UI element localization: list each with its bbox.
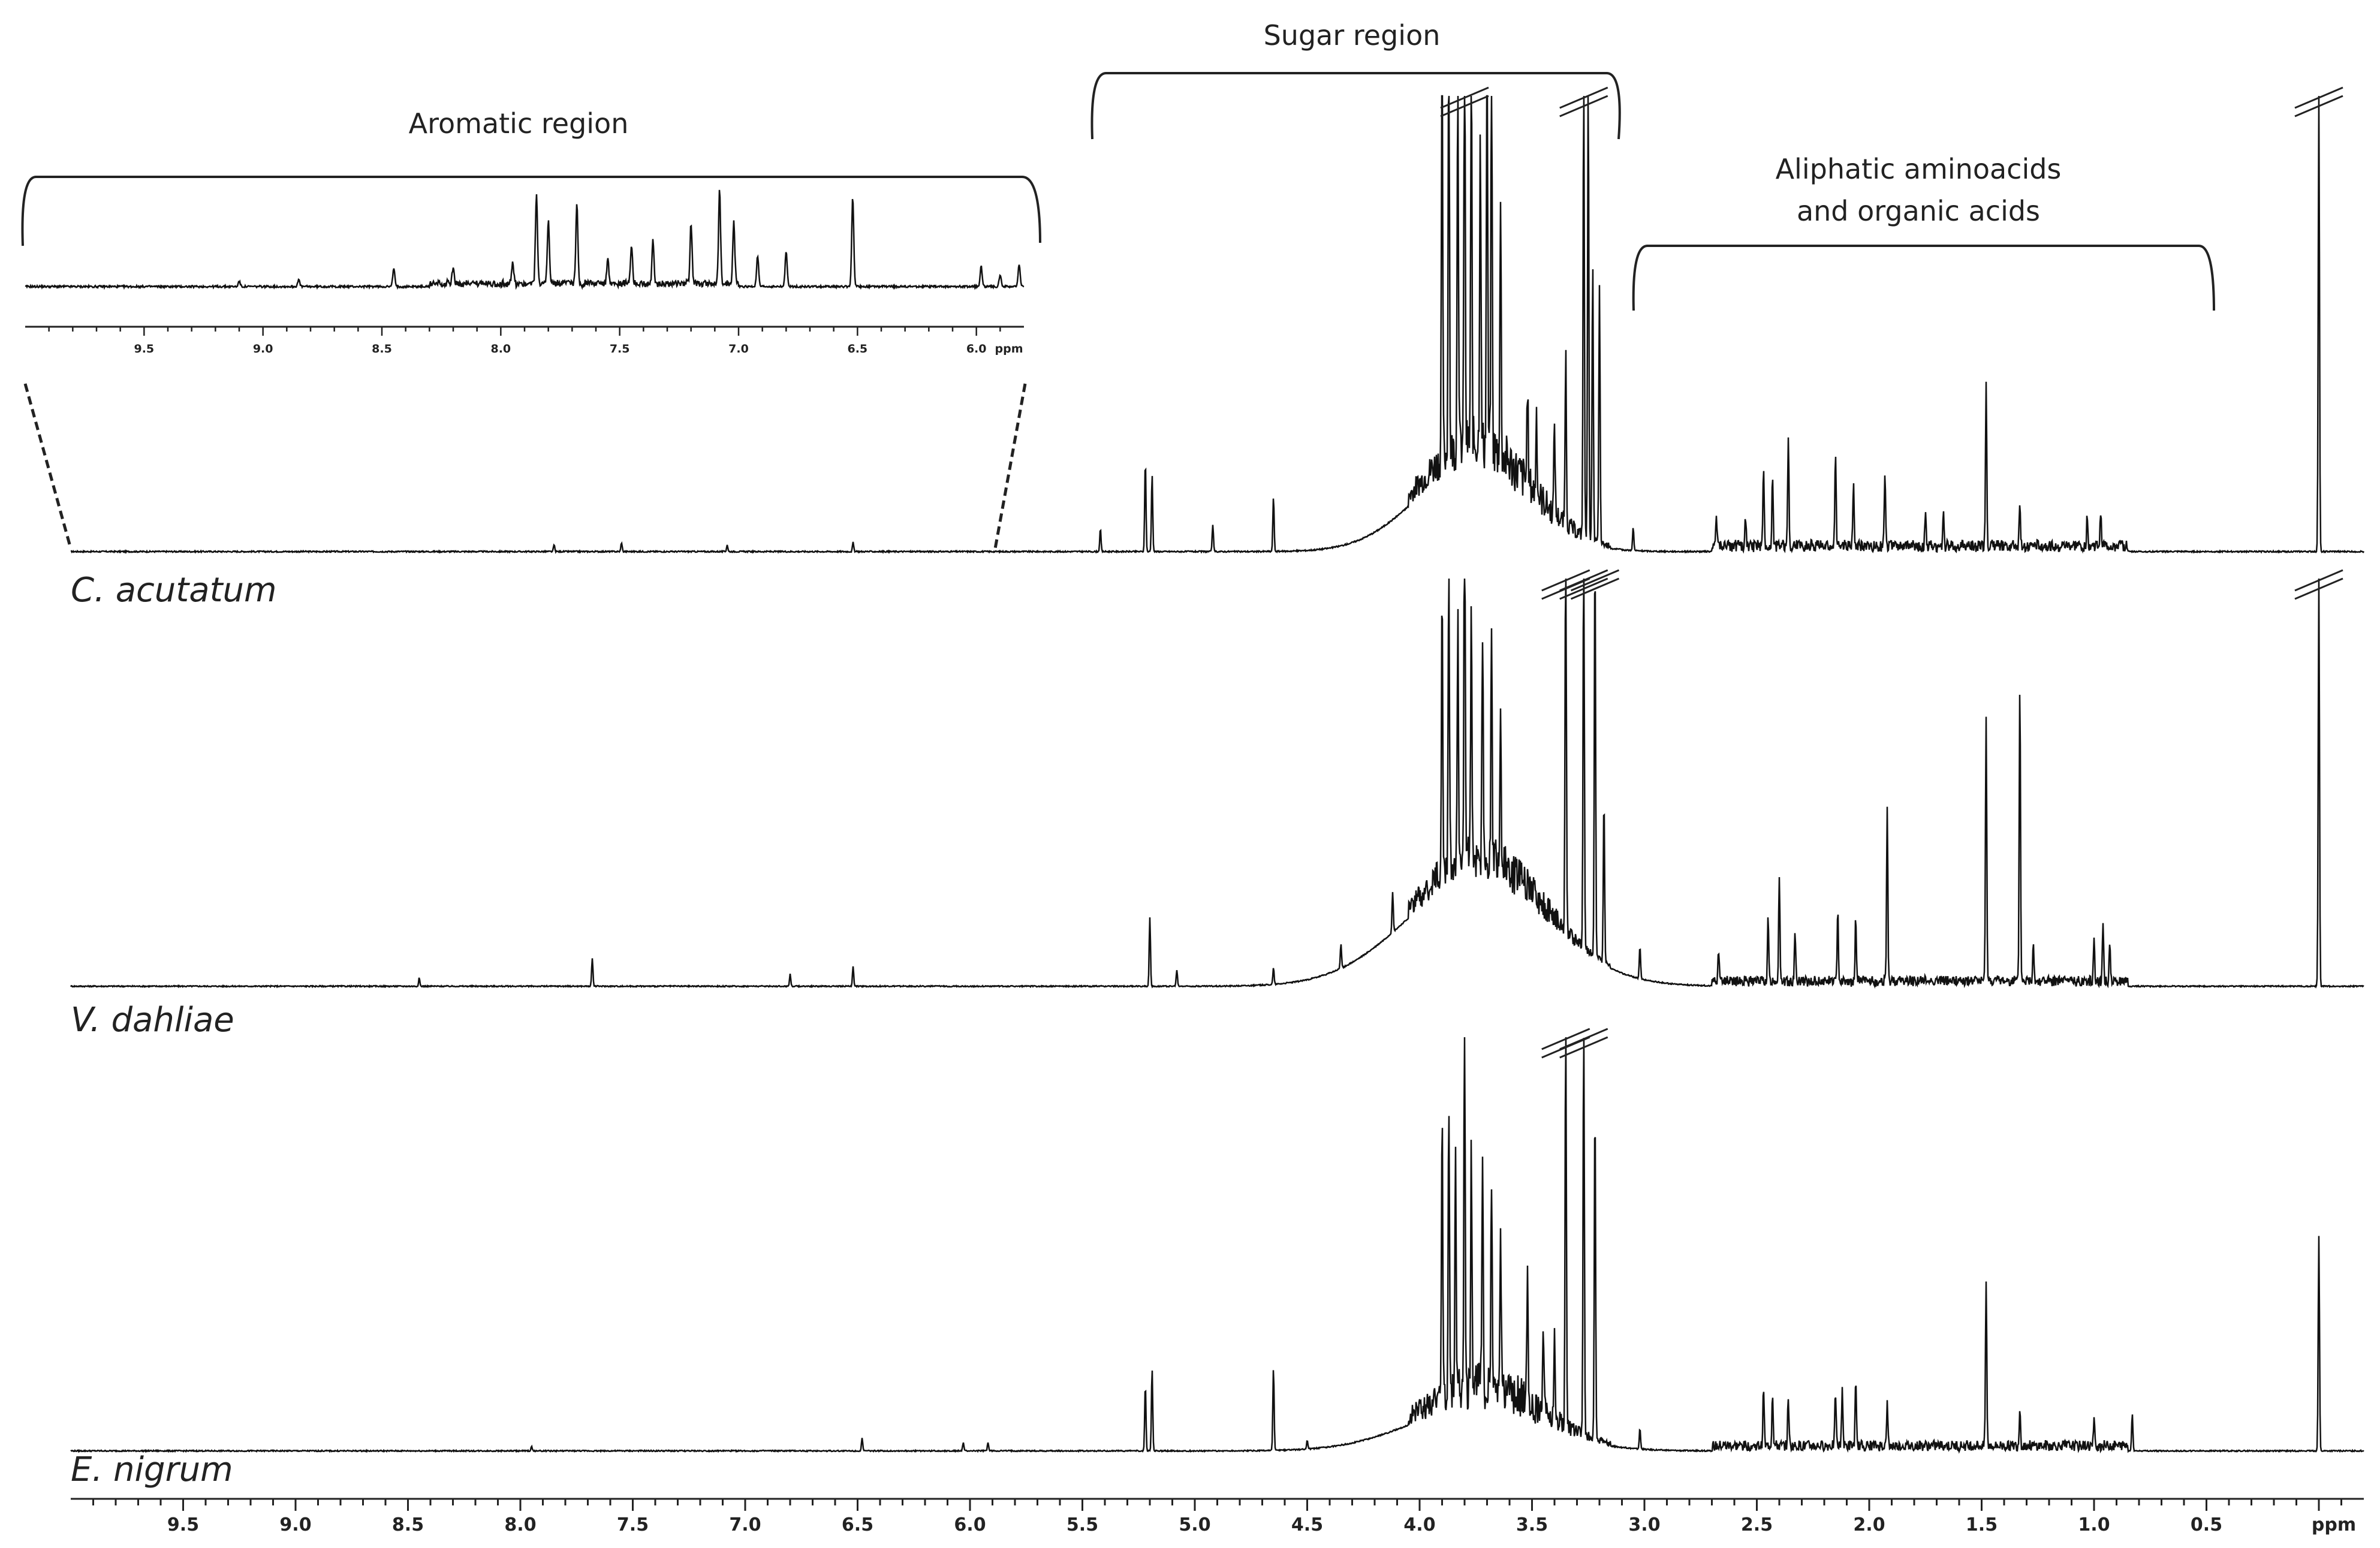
truncation-mark (1559, 86, 1608, 109)
truncation-mark (1541, 569, 1590, 592)
inset-tick-label: 6.0 (966, 342, 987, 356)
sugar-region-bracket (1090, 72, 1621, 140)
x-tick-label: 9.0 (279, 1514, 311, 1535)
inset-axis-ticks: 9.5 9.0 8.5 8.0 7.5 7.0 6.5 6.0 (48, 327, 1001, 356)
truncation-mark (1559, 1028, 1608, 1050)
x-tick-label: 6.5 (842, 1514, 873, 1535)
sugar-region-label: Sugar region (1264, 19, 1441, 52)
x-tick-label: 1.0 (2078, 1514, 2110, 1535)
spectrum-trace-v-dahliae (70, 578, 2364, 989)
inset-zoom-line-right (993, 383, 1027, 549)
truncation-mark (1570, 577, 1620, 600)
aliphatic-region-label-line1: Aliphatic aminoacids (1776, 153, 2062, 185)
x-tick-label: 4.5 (1291, 1514, 1323, 1535)
region-annotations: Aromatic region Sugar region Aliphatic a… (21, 19, 2215, 311)
inset-tick-label: 7.0 (728, 342, 749, 356)
x-axis-unit-label: ppm (2312, 1514, 2356, 1535)
x-tick-label: 7.5 (617, 1514, 649, 1535)
x-tick-label: 5.0 (1179, 1514, 1210, 1535)
inset-spectrum-trace (25, 189, 1025, 290)
truncation-mark (1559, 569, 1608, 592)
aromatic-region-bracket (21, 176, 1041, 246)
x-tick-label: 2.5 (1741, 1514, 1773, 1535)
x-tick-label: 4.0 (1403, 1514, 1435, 1535)
inset-tick-label: 8.0 (490, 342, 511, 356)
truncation-marks (1440, 86, 2343, 1059)
inset-tick-label: 8.5 (372, 342, 392, 356)
spectra-group (70, 86, 2365, 1454)
inset-axis-unit-label: ppm (995, 342, 1023, 356)
truncation-mark (1570, 569, 1620, 592)
truncation-mark (1440, 95, 1489, 118)
x-tick-label: 8.0 (504, 1514, 536, 1535)
sample-label-c-acutatum: C. acutatum (71, 571, 277, 610)
x-tick-label: 2.0 (1853, 1514, 1885, 1535)
inset-tick-label: 9.5 (134, 342, 154, 356)
truncation-mark (2294, 95, 2343, 118)
ppm-x-axis: 9.5 9.0 8.5 8.0 7.5 7.0 6.5 6.0 5.5 5.0 4.5 4.0 3.5 3… (71, 1498, 2364, 1535)
truncation-mark (2294, 569, 2343, 592)
x-tick-label: 0.5 (2191, 1514, 2222, 1535)
inset-zoom-line-left (23, 383, 73, 549)
aromatic-region-label: Aromatic region (409, 107, 629, 140)
truncation-mark (1440, 86, 1489, 109)
aliphatic-region-label-line2: and organic acids (1797, 195, 2040, 227)
sample-label-e-nigrum: E. nigrum (71, 1450, 233, 1489)
x-tick-label: 7.0 (729, 1514, 761, 1535)
spectrum-trace-c-acutatum (70, 95, 2365, 555)
aromatic-inset: 9.5 9.0 8.5 8.0 7.5 7.0 6.5 6.0 ppm (23, 189, 1027, 549)
x-tick-label: 3.5 (1516, 1514, 1548, 1535)
truncation-mark (2294, 86, 2343, 109)
x-tick-label: 1.5 (1966, 1514, 1998, 1535)
x-tick-label: 8.5 (392, 1514, 424, 1535)
truncation-mark (2294, 577, 2343, 600)
sample-labels: C. acutatum V. dahliae E. nigrum (71, 571, 277, 1489)
inset-tick-label: 7.5 (610, 342, 630, 356)
x-tick-label: 6.0 (954, 1514, 986, 1535)
sample-label-v-dahliae: V. dahliae (71, 1001, 234, 1040)
x-tick-label: 9.5 (167, 1514, 199, 1535)
x-tick-label: 3.0 (1628, 1514, 1660, 1535)
inset-tick-label: 9.0 (253, 342, 273, 356)
spectrum-trace-e-nigrum (70, 1037, 2364, 1454)
truncation-mark (1541, 1028, 1590, 1050)
inset-tick-label: 6.5 (847, 342, 867, 356)
x-axis-ticks: 9.5 9.0 8.5 8.0 7.5 7.0 6.5 6.0 5.5 5.0 4.5 4.0 3.5 3… (92, 1499, 2342, 1535)
truncation-mark (1559, 1036, 1608, 1059)
x-tick-label: 5.5 (1067, 1514, 1098, 1535)
aliphatic-region-bracket (1632, 245, 2215, 311)
truncation-mark (1559, 577, 1608, 600)
truncation-mark (1559, 95, 1608, 118)
